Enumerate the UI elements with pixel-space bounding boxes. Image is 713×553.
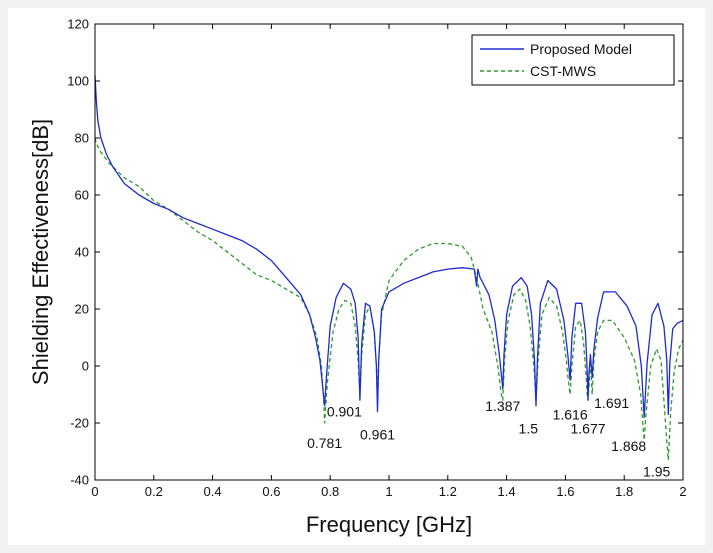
resonance-label: 1.868 [611, 438, 646, 454]
x-tick-label: 0 [91, 484, 98, 499]
chart: 0 0.2 0.4 0.6 0.8 1 1.2 1.4 1.6 1.8 2 120 100 80 60 40 2… [28, 17, 687, 538]
resonance-label: 0.961 [360, 426, 395, 442]
series-line-proposed-model [94, 75, 684, 418]
y-tick-label: -20 [70, 416, 89, 431]
x-tick-label: 1.6 [556, 484, 574, 499]
legend-label-cst-mws: CST-MWS [530, 63, 596, 79]
plot-area [95, 24, 683, 480]
legend-box [471, 34, 675, 86]
resonance-label: 0.781 [307, 435, 342, 451]
resonance-label: 1.95 [643, 463, 670, 479]
y-tick-label: 20 [75, 302, 89, 317]
resonance-label: 0.901 [327, 404, 362, 420]
resonance-label: 1.5 [519, 421, 539, 437]
x-tick-label: 1 [385, 484, 392, 499]
x-tick-label: 2 [679, 484, 686, 499]
x-tick-label: 1.8 [615, 484, 633, 499]
resonance-label: 1.691 [594, 395, 629, 411]
resonance-label: 1.677 [571, 421, 606, 437]
legend: Proposed Model CST-MWS [471, 34, 675, 86]
x-axis-title: Frequency [GHz] [306, 512, 472, 537]
x-tick-label: 0.8 [321, 484, 339, 499]
y-tick-label: 40 [75, 245, 89, 260]
figure: 0 0.2 0.4 0.6 0.8 1 1.2 1.4 1.6 1.8 2 120 100 80 60 40 2… [8, 8, 705, 545]
x-tick-label: 0.2 [145, 484, 163, 499]
y-tick-label: 100 [67, 74, 89, 89]
x-tick-label: 1.4 [498, 484, 516, 499]
y-axis-title: Shielding Effectiveness[dB] [28, 119, 53, 385]
resonance-label: 1.387 [485, 398, 520, 414]
y-tick-label: 0 [82, 359, 89, 374]
series-line-cst-mws [94, 137, 684, 461]
tick-layer: 0 0.2 0.4 0.6 0.8 1 1.2 1.4 1.6 1.8 2 120 100 80 60 40 2… [67, 17, 686, 500]
y-tick-label: 60 [75, 188, 89, 203]
legend-label-proposed-model: Proposed Model [530, 41, 632, 57]
x-tick-label: 1.2 [439, 484, 457, 499]
x-tick-label: 0.6 [262, 484, 280, 499]
y-tick-label: 120 [67, 17, 89, 32]
resonance-label: 1.616 [553, 406, 588, 422]
x-tick-label: 0.4 [204, 484, 222, 499]
y-tick-label: -40 [70, 473, 89, 488]
series-layer [94, 75, 684, 461]
y-tick-label: 80 [75, 131, 89, 146]
